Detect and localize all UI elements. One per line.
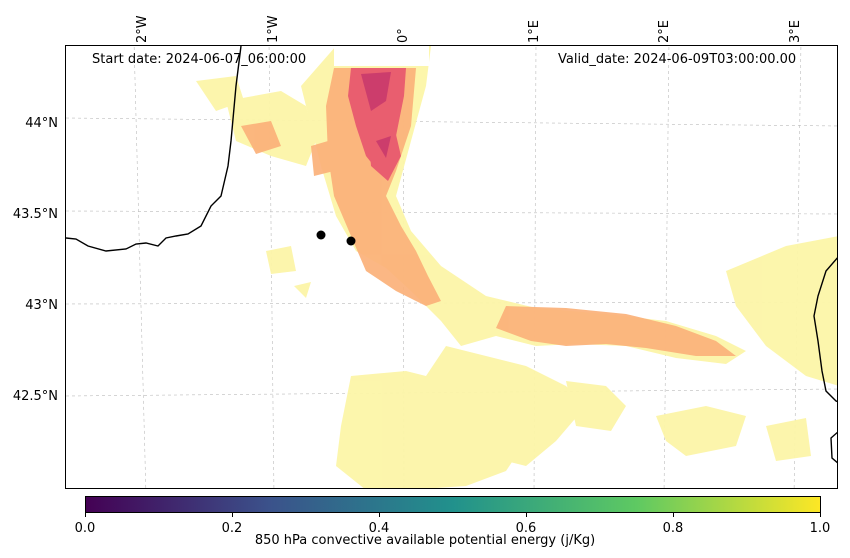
map-frame[interactable]: [65, 45, 838, 489]
valid-date-label: Valid_date: 2024-06-09T03:00:00.00: [558, 52, 797, 67]
colorbar-tick-5: 1.0: [809, 521, 831, 536]
colorbar-tickmark: [526, 512, 527, 517]
colorbar-tickmark: [820, 512, 821, 517]
colorbar-tick-4: 0.8: [662, 521, 684, 536]
lat-label-44: 44°N: [25, 116, 58, 131]
map-canvas: [66, 46, 837, 488]
cape-mid-field: [241, 68, 736, 356]
colorbar-tick-3: 0.6: [515, 521, 537, 536]
colorbar-label: 850 hPa convective available potential e…: [254, 533, 596, 548]
colorbar-tickmark: [232, 512, 233, 517]
colorbar-tickmark: [673, 512, 674, 517]
cape-peak-field: [361, 72, 391, 158]
colorbar-tick-0: 0.0: [74, 521, 96, 536]
start-date-label: Start date: 2024-06-07_06:00:00: [92, 52, 307, 67]
header-gap: [334, 46, 429, 66]
colorbar-tickmark: [379, 512, 380, 517]
station-point-1[interactable]: [316, 230, 326, 240]
lon-label-2e: 2°E: [657, 20, 672, 43]
cape-low-field: [196, 46, 837, 488]
station-points: [316, 230, 356, 246]
colorbar: [85, 496, 821, 513]
lon-label-1e: 1°E: [527, 20, 542, 43]
colorbar-tick-1: 0.2: [221, 521, 243, 536]
lat-label-43-5: 43.5°N: [12, 207, 58, 222]
lat-label-43: 43°N: [25, 298, 58, 313]
colorbar-tickmark: [85, 512, 86, 517]
lat-label-42-5: 42.5°N: [12, 389, 58, 404]
colorbar-tick-2: 0.4: [368, 521, 390, 536]
station-point-2[interactable]: [346, 236, 356, 246]
lon-label-0: 0°: [396, 28, 411, 43]
coastline: [66, 46, 837, 464]
lon-label-2w: 2°W: [135, 15, 150, 43]
lon-label-1w: 1°W: [266, 15, 281, 43]
lon-label-3e: 3°E: [788, 20, 803, 43]
